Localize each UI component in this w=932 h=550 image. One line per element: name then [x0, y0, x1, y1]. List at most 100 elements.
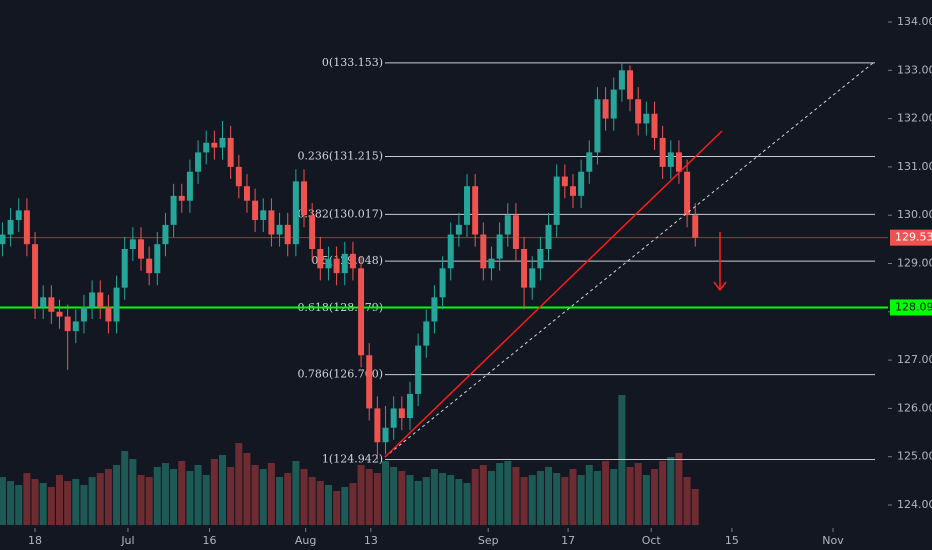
y-tick-label: 134.000	[897, 15, 932, 28]
volume-bar	[276, 477, 284, 525]
candle-layer	[0, 62, 699, 460]
candle-body	[472, 186, 479, 235]
volume-bar	[170, 469, 178, 525]
x-tick-label: Oct	[642, 534, 662, 547]
candle-body	[301, 181, 308, 216]
volume-bar	[72, 479, 80, 525]
candle-body	[390, 408, 397, 428]
candle-body	[667, 152, 674, 167]
candle-body	[464, 186, 471, 225]
fib-layer: 0(133.153) 0.236(131.215) 0.382(130.017) 0.…	[297, 56, 875, 466]
candle-body	[406, 393, 413, 419]
candle-body	[178, 195, 185, 201]
candle-body	[349, 253, 356, 269]
candle-body	[455, 224, 462, 235]
volume-bar	[365, 469, 373, 525]
volume-bar	[390, 467, 398, 525]
volume-bar	[536, 471, 544, 525]
y-tick-label: 133.000	[897, 63, 932, 76]
volume-bar	[439, 473, 447, 525]
candle-body	[48, 297, 55, 312]
x-tick-label: 15	[725, 534, 739, 547]
x-tick-label: 16	[202, 534, 216, 547]
candle-body	[537, 249, 544, 269]
candle-body	[684, 171, 691, 216]
candle-body	[692, 215, 699, 238]
candle-body	[129, 239, 136, 250]
y-tick-label: 124.000	[897, 498, 932, 511]
candle-body	[40, 297, 47, 307]
candle-body	[0, 234, 6, 245]
x-tick-label: 17	[561, 534, 575, 547]
candle-body	[602, 99, 609, 119]
candle-body	[243, 186, 250, 201]
volume-bar	[251, 465, 259, 525]
red-trendline	[384, 130, 723, 458]
volume-bar	[121, 451, 129, 525]
price-tag	[890, 299, 932, 316]
volume-bar	[7, 481, 15, 525]
candle-body	[561, 176, 568, 187]
candle-body	[651, 113, 658, 138]
x-tick-label: Jul	[120, 534, 134, 547]
candle-body	[635, 99, 642, 124]
volume-bar	[667, 457, 675, 525]
x-tick-label: Aug	[295, 534, 316, 547]
candle-body	[317, 249, 324, 269]
volume-bar	[153, 467, 161, 525]
candle-body	[203, 142, 210, 153]
x-tick-label: Nov	[822, 534, 844, 547]
volume-bar	[161, 463, 169, 525]
candle-body	[496, 234, 503, 259]
volume-bar	[64, 481, 72, 525]
volume-bar	[284, 473, 292, 525]
candle-body	[121, 249, 128, 288]
volume-bar	[691, 489, 699, 525]
volume-bar	[137, 475, 145, 525]
y-tick-label: 127.000	[897, 353, 932, 366]
price-tag	[890, 229, 932, 246]
price-tag-label: 129.535	[895, 231, 932, 244]
volume-bar	[15, 485, 23, 525]
candle-body	[675, 152, 682, 172]
volume-bar	[455, 479, 463, 525]
volume-bar	[610, 469, 618, 525]
fib-label: 1(124.942)	[322, 453, 383, 466]
fib-label: 0(133.153)	[322, 56, 383, 69]
price-lines	[0, 237, 888, 309]
candle-body	[358, 268, 365, 356]
volume-bar	[626, 467, 634, 525]
volume-bar	[47, 487, 55, 525]
candle-body	[488, 258, 495, 269]
candle-body	[415, 345, 422, 394]
volume-bar	[422, 477, 430, 525]
volume-bar	[504, 461, 512, 525]
volume-bar	[308, 477, 316, 525]
volume-bar	[414, 481, 422, 525]
candle-body	[374, 408, 381, 443]
volume-bar	[528, 475, 536, 525]
volume-bar	[55, 475, 63, 525]
candle-body	[504, 215, 511, 235]
volume-bar	[683, 477, 691, 525]
volume-bar	[561, 477, 569, 525]
volume-bar	[577, 475, 585, 525]
candle-body	[512, 215, 519, 250]
candle-body	[643, 113, 650, 124]
candle-body	[154, 244, 161, 274]
volume-bar	[235, 443, 243, 525]
volume-bar	[373, 473, 381, 525]
volume-bar	[520, 477, 528, 525]
candle-body	[235, 166, 242, 187]
volume-bar	[357, 465, 365, 525]
y-tick-label: 131.000	[897, 160, 932, 173]
volume-bar	[602, 461, 610, 525]
volume-bar	[39, 483, 47, 525]
candle-body	[97, 292, 104, 307]
volume-bar	[430, 469, 438, 525]
volume-bar	[300, 469, 308, 525]
volume-bar	[349, 483, 357, 525]
fib-label: 0.236(131.215)	[297, 150, 383, 163]
candle-body	[325, 258, 332, 269]
candle-body	[162, 224, 169, 245]
